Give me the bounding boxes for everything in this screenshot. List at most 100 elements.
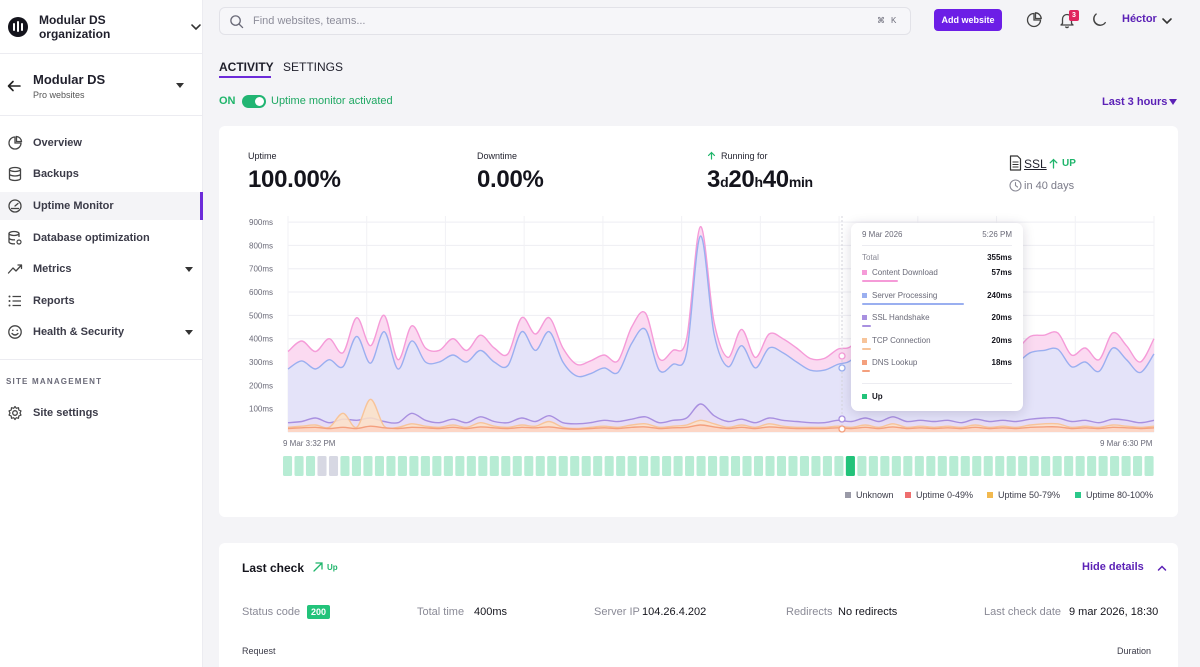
active-tab-indicator	[219, 76, 271, 78]
clock-icon	[1009, 179, 1022, 192]
search-input[interactable]	[253, 12, 813, 30]
sidebar-item-database-optimization[interactable]: Database optimization	[0, 224, 203, 252]
sidebar-item-reports[interactable]: Reports	[0, 287, 203, 315]
uptime-bar	[880, 456, 890, 476]
x-end-label: 9 Mar 6:30 PM	[1100, 439, 1153, 448]
site-name: Modular DS	[33, 72, 106, 87]
uptime-bar	[788, 456, 798, 476]
sidebar-item-health-security[interactable]: Health & Security	[0, 318, 203, 346]
running-label: Running for	[721, 151, 768, 161]
caret-down-icon[interactable]	[185, 330, 193, 335]
uptime-bar	[305, 456, 316, 476]
add-website-button[interactable]: Add website	[934, 9, 1002, 31]
uptime-bar	[650, 456, 660, 476]
sidebar-item-label: Overview	[33, 137, 82, 149]
trend-line-icon	[7, 264, 23, 274]
tab-activity[interactable]: ACTIVITY	[219, 60, 274, 74]
uptime-bar	[1041, 456, 1051, 476]
uptime-bar	[627, 456, 637, 476]
uptime-bar	[478, 456, 488, 476]
site-subtitle: Pro websites	[33, 90, 85, 100]
uptime-bar	[294, 456, 304, 476]
sidebar-item-metrics[interactable]: Metrics	[0, 255, 203, 283]
uptime-bar	[1133, 456, 1143, 476]
caret-down-icon[interactable]	[176, 83, 184, 88]
uptime-bar	[340, 456, 350, 476]
org-logo-icon	[8, 16, 28, 37]
tooltip-row-bar	[862, 302, 964, 305]
uptime-bar	[983, 456, 993, 476]
legend-label: Unknown	[856, 490, 894, 500]
sidebar-item-label: Reports	[33, 295, 75, 307]
uptime-bar	[386, 456, 396, 476]
chevron-down-icon[interactable]	[1160, 14, 1174, 28]
caret-down-icon[interactable]	[185, 267, 193, 272]
moon-icon[interactable]	[1090, 11, 1108, 29]
sidebar-item-label: Uptime Monitor	[33, 200, 114, 212]
chart-pie-icon	[8, 135, 23, 150]
caret-down-icon[interactable]	[1169, 99, 1177, 105]
tooltip-time: 5:26 PM	[982, 230, 1012, 239]
uptime-bar	[857, 456, 867, 476]
arrow-up-icon	[707, 151, 716, 160]
uptime-bar	[845, 456, 855, 476]
redirects-value: No redirects	[838, 606, 898, 618]
hover-marker	[838, 352, 846, 360]
legend-swatch	[987, 492, 993, 498]
legend-swatch	[1075, 492, 1081, 498]
sidebar-item-backups[interactable]: Backups	[0, 160, 203, 188]
tooltip-divider	[862, 383, 1012, 384]
tooltip-row-bar	[862, 325, 871, 328]
chevron-up-icon[interactable]	[1156, 562, 1168, 574]
series-line	[287, 398, 1155, 430]
arrow-left-icon[interactable]	[6, 78, 22, 94]
tooltip-row-swatch	[862, 315, 867, 321]
uptime-bar	[903, 456, 913, 476]
tooltip-total-label: Total	[862, 253, 879, 262]
hover-marker	[838, 425, 846, 433]
uptime-bar	[1098, 456, 1108, 476]
legend-item: Unknown	[845, 490, 894, 500]
site-switcher[interactable]: Modular DS Pro websites	[0, 54, 203, 116]
uptime-bar	[949, 456, 959, 476]
tooltip-row-value: 240ms	[987, 290, 1012, 300]
uptime-bar	[765, 456, 775, 476]
hide-details-button[interactable]: Hide details	[1082, 561, 1144, 573]
tooltip-date: 9 Mar 2026	[862, 230, 903, 239]
monitor-status-text: Uptime monitor activated	[271, 95, 393, 107]
sidebar-item-label: Database optimization	[33, 232, 150, 244]
duration-column-header: Duration	[1117, 646, 1152, 656]
y-tick-label: 200ms	[249, 381, 273, 390]
org-switcher[interactable]: Modular DS organization	[0, 0, 203, 54]
status-code-badge: 200	[307, 605, 331, 619]
uptime-bar	[374, 456, 384, 476]
uptime-monitor-toggle[interactable]	[242, 95, 266, 108]
series-area	[288, 403, 1154, 432]
sidebar-item-uptime-monitor[interactable]: Uptime Monitor	[0, 192, 203, 220]
time-range-select[interactable]: Last 3 hours	[1102, 96, 1168, 108]
y-tick-label: 400ms	[249, 335, 273, 344]
document-icon	[1009, 155, 1022, 171]
uptime-label: Uptime	[248, 151, 277, 161]
tab-settings[interactable]: SETTINGS	[283, 60, 344, 74]
chart-pie-icon[interactable]	[1025, 11, 1043, 29]
sidebar-item-overview[interactable]: Overview	[0, 129, 203, 157]
search-bar[interactable]: ⌘ K	[219, 7, 911, 35]
uptime-bar	[1006, 456, 1016, 476]
redirects-label: Redirects	[786, 606, 833, 618]
uptime-bar	[1087, 456, 1097, 476]
sidebar-item-site-settings[interactable]: Site settings	[0, 399, 203, 427]
hover-marker	[838, 364, 846, 372]
uptime-bar	[558, 456, 568, 476]
monitor-on-label: ON	[219, 95, 236, 107]
y-tick-label: 700ms	[249, 265, 273, 274]
uptime-bar	[466, 456, 476, 476]
uptime-bar	[616, 456, 626, 476]
ssl-link[interactable]: SSL	[1024, 157, 1047, 171]
x-start-label: 9 Mar 3:32 PM	[283, 439, 336, 448]
user-menu[interactable]: Héctor	[1122, 13, 1157, 25]
uptime-bar	[524, 456, 534, 476]
uptime-bar	[489, 456, 499, 476]
uptime-bar	[662, 456, 672, 476]
legend-item: Uptime 50-79%	[987, 490, 1060, 500]
